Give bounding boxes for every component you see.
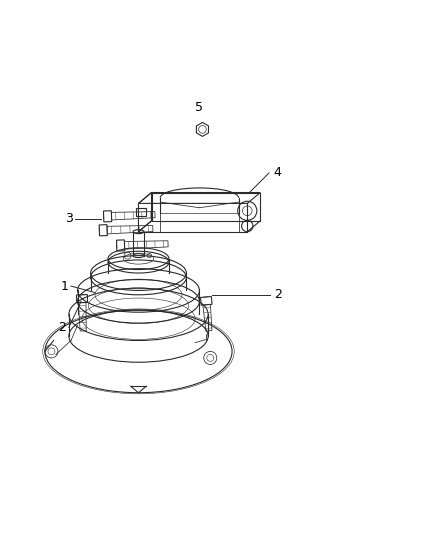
Bar bbox=[136, 208, 146, 216]
Text: 2: 2 bbox=[58, 321, 66, 334]
Text: 2: 2 bbox=[274, 288, 282, 301]
Text: 1: 1 bbox=[60, 280, 68, 293]
Text: 3: 3 bbox=[65, 212, 73, 225]
Text: 4: 4 bbox=[274, 166, 282, 180]
Text: 5: 5 bbox=[195, 101, 203, 114]
